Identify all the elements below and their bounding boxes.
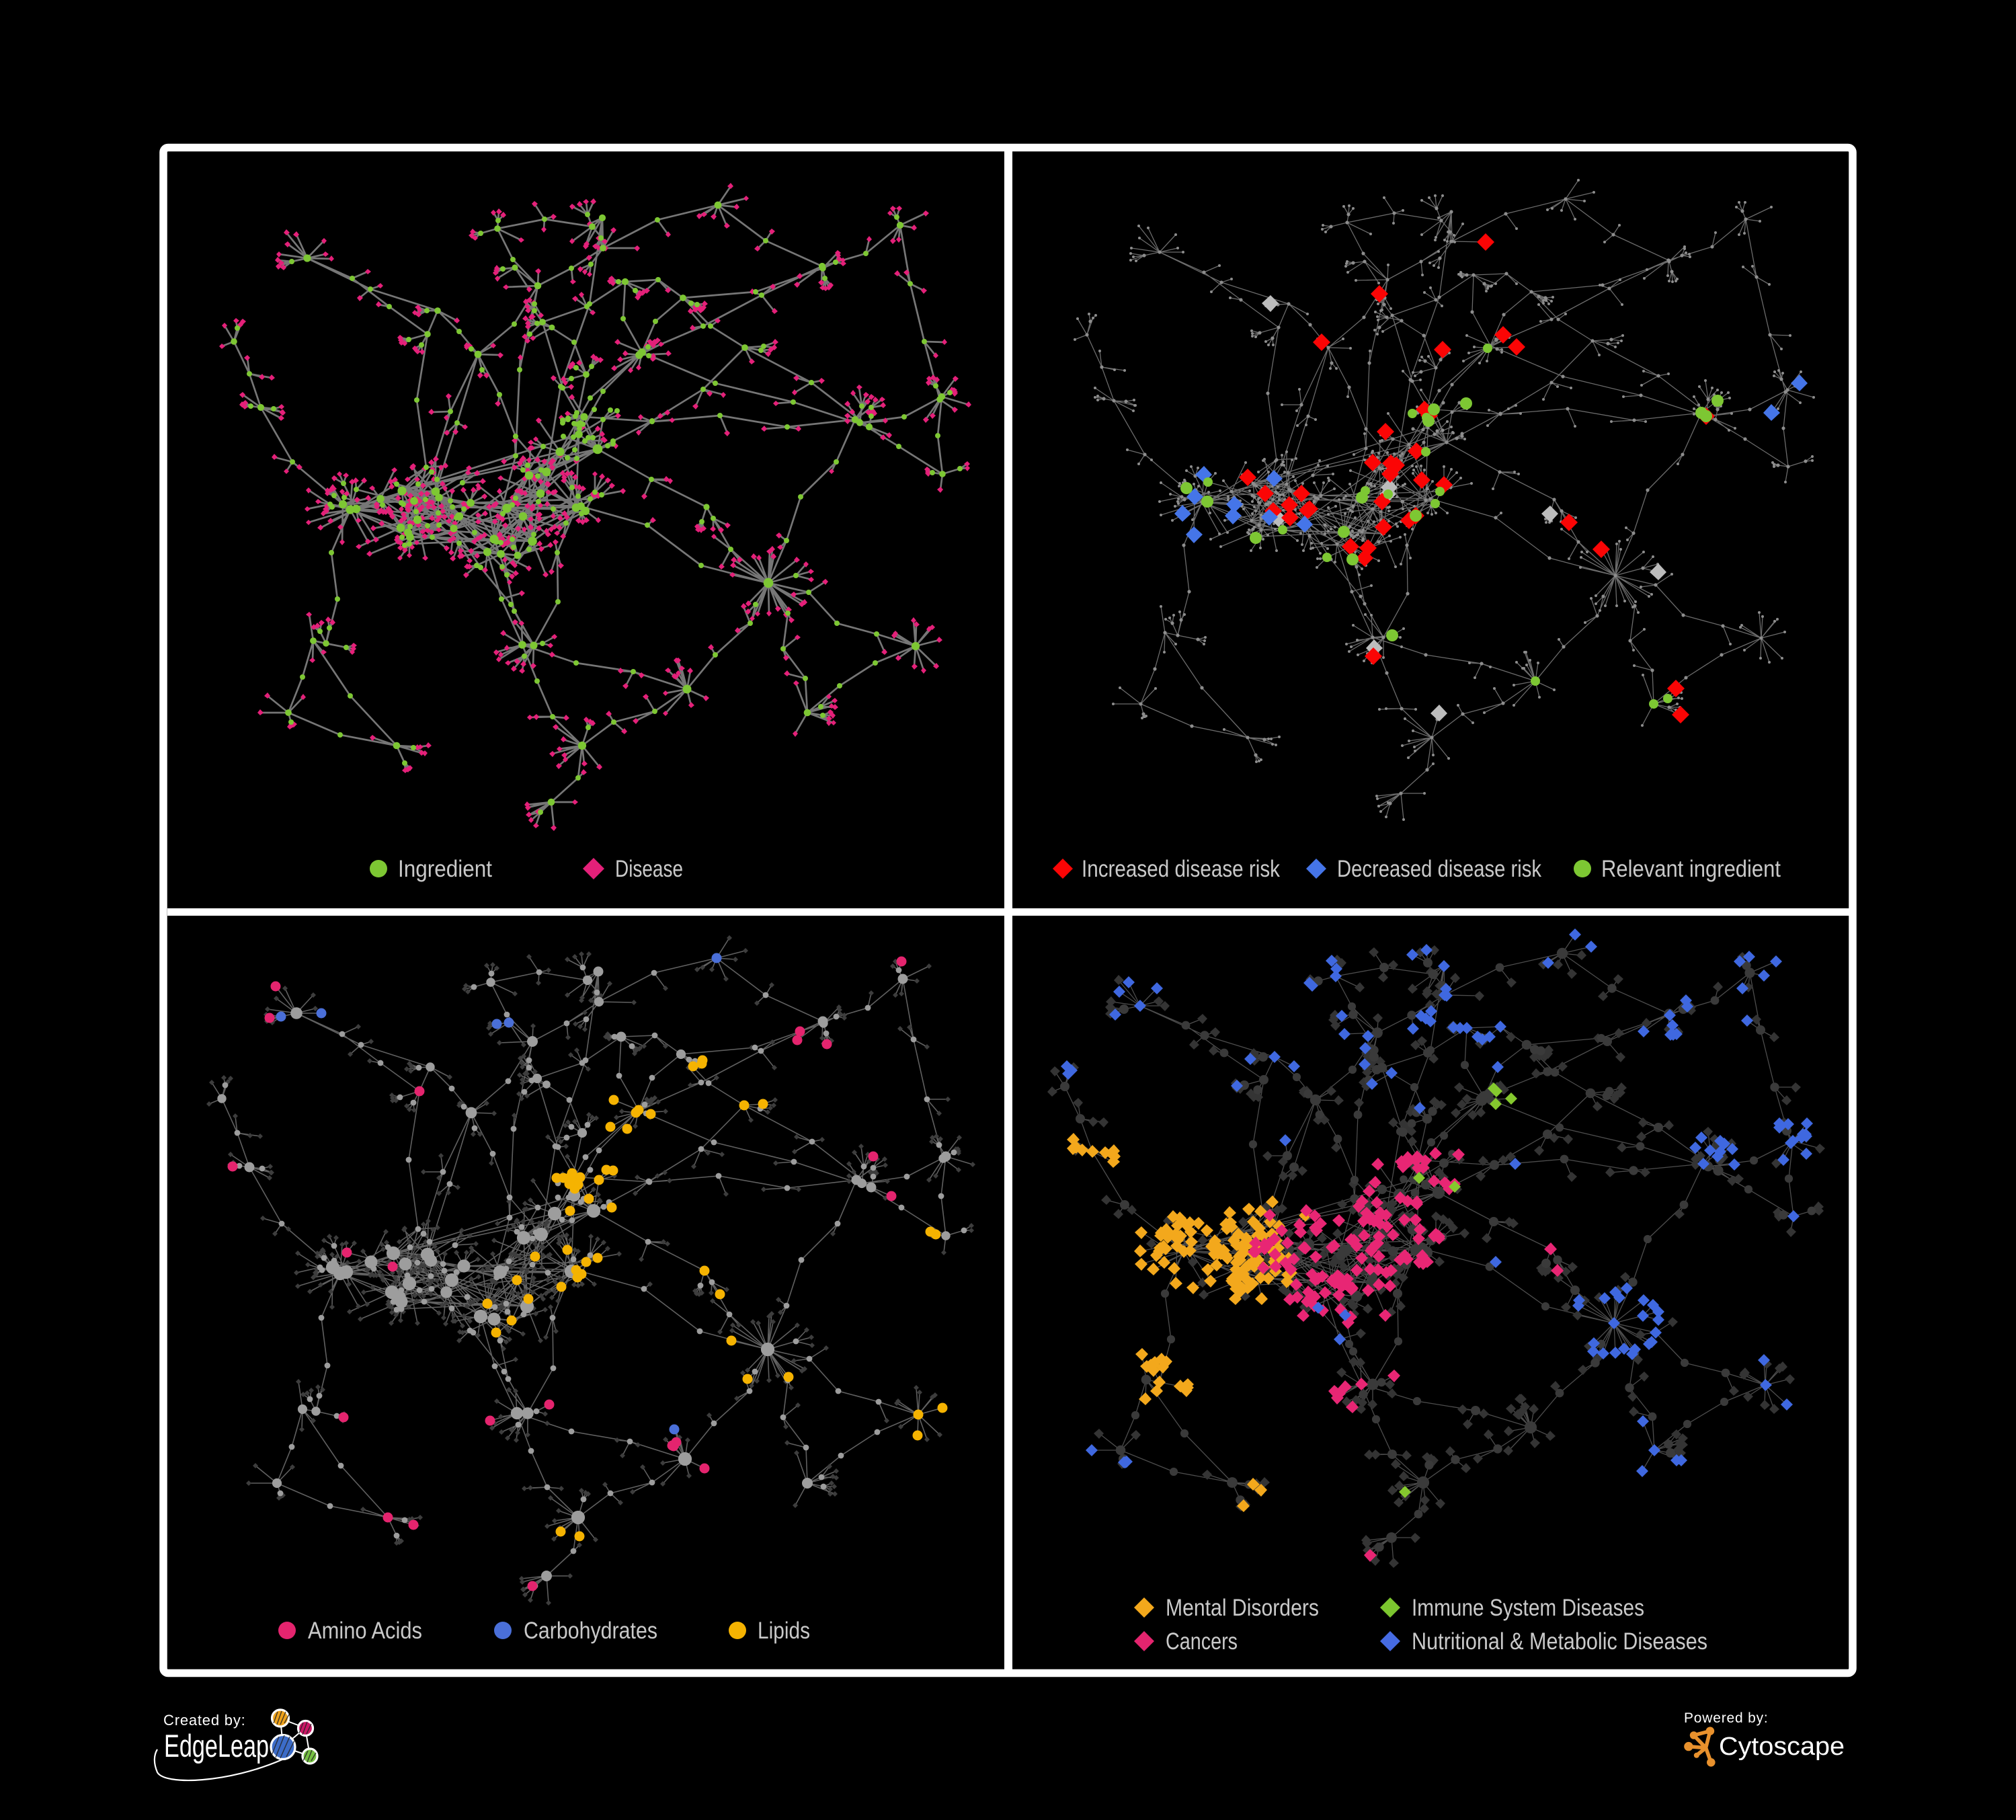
- svg-text:Nutritional & Metabolic Diseas: Nutritional & Metabolic Diseases: [1412, 1628, 1707, 1655]
- svg-text:Created by:: Created by:: [163, 1712, 246, 1729]
- svg-text:Decreased disease risk: Decreased disease risk: [1337, 856, 1541, 882]
- svg-text:Amino Acids: Amino Acids: [308, 1618, 422, 1644]
- svg-text:Immune System Diseases: Immune System Diseases: [1412, 1595, 1644, 1621]
- svg-text:Mental Disorders: Mental Disorders: [1166, 1595, 1319, 1621]
- svg-text:Cytoscape: Cytoscape: [1719, 1733, 1845, 1761]
- svg-text:EdgeLeap: EdgeLeap: [164, 1728, 269, 1764]
- svg-text:Ingredient: Ingredient: [398, 856, 492, 882]
- svg-text:Powered by:: Powered by:: [1684, 1710, 1769, 1726]
- svg-text:Relevant ingredient: Relevant ingredient: [1601, 856, 1781, 882]
- svg-text:Increased disease risk: Increased disease risk: [1082, 856, 1280, 882]
- svg-text:Cancers: Cancers: [1166, 1628, 1238, 1655]
- svg-text:Carbohydrates: Carbohydrates: [524, 1618, 657, 1644]
- svg-text:Disease: Disease: [615, 856, 683, 882]
- svg-text:Lipids: Lipids: [758, 1618, 810, 1644]
